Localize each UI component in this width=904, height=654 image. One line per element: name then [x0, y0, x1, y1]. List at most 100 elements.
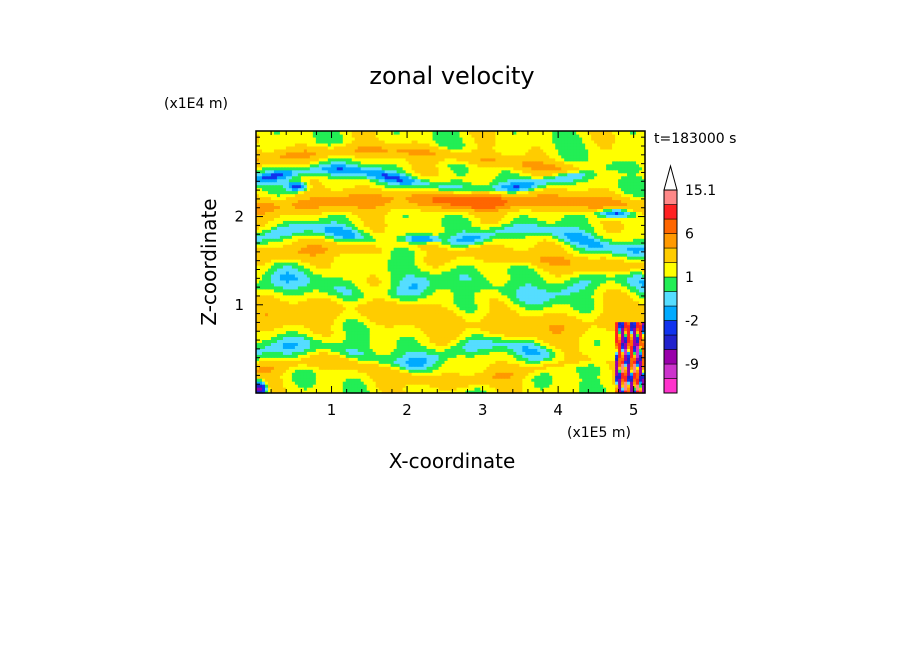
- heatmap-cell: [306, 288, 311, 293]
- heatmap-cell: [360, 342, 365, 346]
- heatmap-cell: [546, 339, 550, 343]
- heatmap-cell: [477, 324, 482, 329]
- heatmap-cell: [414, 345, 419, 349]
- heatmap-cell: [330, 285, 335, 290]
- heatmap-cell: [300, 339, 305, 343]
- heatmap-cell: [369, 342, 374, 346]
- heatmap-cell: [261, 279, 266, 284]
- heatmap-cell: [256, 342, 260, 346]
- heatmap-cell: [303, 339, 308, 343]
- heatmap-cell: [477, 327, 482, 332]
- heatmap-cell: [477, 357, 482, 361]
- heatmap-cell: [621, 360, 625, 364]
- heatmap-cell: [405, 309, 410, 314]
- heatmap-cell: [540, 390, 544, 394]
- heatmap-cell: [321, 300, 326, 305]
- heatmap-cell: [420, 321, 425, 326]
- heatmap-cell: [288, 288, 293, 293]
- heatmap-cell: [501, 336, 505, 341]
- heatmap-cell: [411, 294, 416, 299]
- heatmap-cell: [483, 381, 488, 385]
- heatmap-cell: [393, 282, 398, 287]
- heatmap-cell: [558, 357, 562, 361]
- heatmap-cell: [375, 309, 380, 314]
- heatmap-cell: [411, 279, 416, 284]
- heatmap-cell: [510, 342, 514, 346]
- heatmap-cell: [336, 297, 341, 302]
- heatmap-cell: [534, 387, 538, 391]
- heatmap-cell: [579, 303, 583, 308]
- heatmap-cell: [366, 366, 371, 370]
- heatmap-cell: [486, 348, 490, 352]
- heatmap-cell: [642, 291, 646, 296]
- heatmap-cell: [333, 372, 338, 376]
- heatmap-cell: [627, 372, 631, 376]
- heatmap-cell: [462, 384, 467, 388]
- heatmap-cell: [396, 351, 401, 355]
- heatmap-cell: [471, 333, 476, 338]
- heatmap-cell: [624, 279, 628, 284]
- heatmap-cell: [642, 375, 646, 379]
- heatmap-cell: [372, 363, 377, 367]
- heatmap-cell: [453, 351, 458, 355]
- heatmap-cell: [348, 369, 353, 373]
- heatmap-cell: [261, 363, 266, 367]
- heatmap-cell: [447, 357, 452, 361]
- heatmap-cell: [516, 315, 520, 320]
- heatmap-cell: [327, 309, 332, 314]
- heatmap-cell: [609, 288, 613, 293]
- heatmap-cell: [267, 372, 272, 376]
- heatmap-cell: [450, 354, 455, 358]
- heatmap-cell: [606, 279, 610, 284]
- heatmap-cell: [429, 327, 434, 332]
- heatmap-cell: [498, 291, 502, 296]
- heatmap-cell: [594, 354, 598, 358]
- heatmap-cell: [381, 375, 386, 379]
- heatmap-cell: [471, 375, 476, 379]
- heatmap-cell: [600, 387, 604, 391]
- heatmap-cell: [324, 297, 329, 302]
- heatmap-cell: [423, 300, 428, 305]
- heatmap-cell: [339, 387, 344, 391]
- heatmap-cell: [441, 321, 446, 326]
- heatmap-cell: [600, 321, 604, 326]
- heatmap-cell: [351, 285, 356, 290]
- heatmap-cell: [333, 330, 338, 335]
- heatmap-cell: [591, 330, 595, 335]
- heatmap-cell: [483, 369, 488, 373]
- heatmap-cell: [270, 321, 275, 326]
- heatmap-cell: [633, 285, 637, 290]
- heatmap-cell: [285, 279, 290, 284]
- heatmap-cell: [366, 315, 371, 320]
- heatmap-cell: [441, 351, 446, 355]
- heatmap-cell: [399, 348, 404, 352]
- heatmap-cell: [348, 288, 353, 293]
- heatmap-cell: [282, 342, 287, 346]
- heatmap-cell: [447, 291, 452, 296]
- heatmap-cell: [342, 342, 347, 346]
- heatmap-cell: [504, 300, 508, 305]
- heatmap-cell: [303, 306, 308, 311]
- heatmap-cell: [333, 315, 338, 320]
- heatmap-cell: [351, 381, 356, 385]
- heatmap-cell: [273, 297, 278, 302]
- heatmap-cell: [642, 312, 646, 317]
- heatmap-cell: [306, 285, 311, 290]
- heatmap-cell: [540, 312, 544, 317]
- heatmap-cell: [528, 342, 532, 346]
- heatmap-cell: [405, 279, 410, 284]
- heatmap-cell: [360, 378, 365, 382]
- heatmap-cell: [633, 297, 637, 302]
- heatmap-cell: [606, 357, 610, 361]
- heatmap-cell: [369, 288, 374, 293]
- heatmap-cell: [486, 312, 490, 317]
- heatmap-cell: [546, 327, 550, 332]
- heatmap-cell: [522, 315, 526, 320]
- heatmap-cell: [321, 279, 326, 284]
- heatmap-cell: [312, 294, 317, 299]
- heatmap-cell: [408, 282, 413, 287]
- heatmap-cell: [630, 348, 634, 352]
- heatmap-cell: [615, 324, 619, 329]
- heatmap-cell: [387, 294, 392, 299]
- heatmap-cell: [336, 390, 341, 394]
